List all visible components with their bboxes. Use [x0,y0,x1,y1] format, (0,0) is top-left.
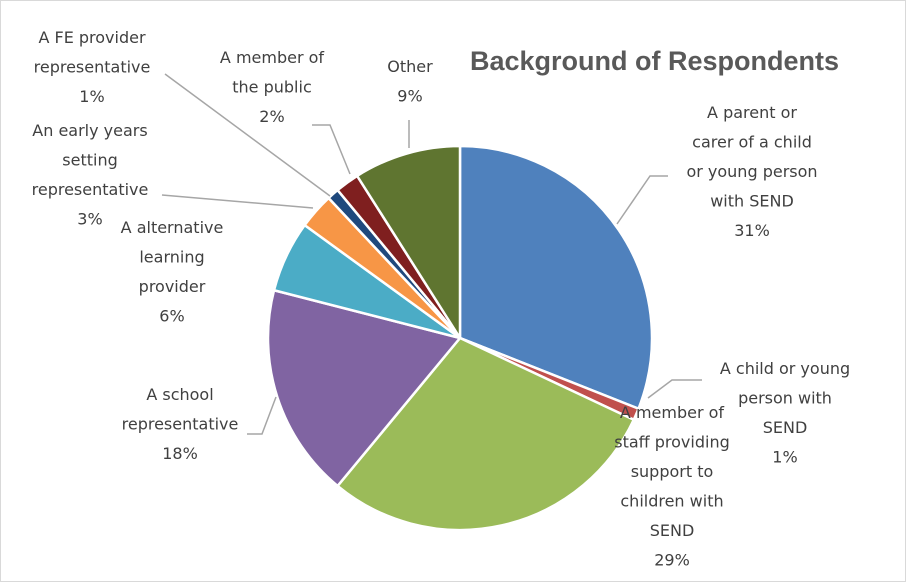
slice-label-line: or young person [686,162,817,181]
slice-label-line: 2% [259,107,284,126]
slice-label-line: representative [32,180,149,199]
slice-label-line: A member of [220,48,325,67]
slice-label-line: the public [232,78,311,97]
slice-label-line: 31% [734,221,770,240]
slice-label-line: representative [34,58,151,77]
slice-label-line: 9% [397,87,422,106]
slice-label-line: An early years [32,121,147,140]
slice-label-line: Other [387,57,433,76]
leader-line [247,396,277,435]
leader-line [161,194,314,209]
pie-slice [458,144,654,410]
slice-label-line: 18% [162,444,198,463]
data-labels: A parent or carer of a child or young pers… [32,28,850,570]
slice-label-line: provider [139,277,206,296]
chart-title: Background of Respondents [470,46,839,76]
slice-label-line: representative [122,415,239,434]
slice-label: A school representative 18% [122,385,239,463]
pie-slice [355,144,462,340]
slice-label-line: A alternative [121,218,224,237]
pie-slices [266,144,654,532]
slice-label-line: SEND [763,418,808,437]
slice-label: A member of the public 2% [220,48,325,126]
slice-label: A child or young person with SEND 1% [720,359,850,467]
slice-label: A FE provider representative 1% [34,28,151,106]
leader-lines [161,73,702,435]
pie-slice [336,336,635,532]
leader-line [647,379,702,399]
slice-label-line: 29% [654,551,690,570]
slice-label-line: staff providing [614,433,730,452]
slice-label-line: 3% [77,210,102,229]
slice-label-line: A FE provider [38,28,146,47]
slice-label: A parent or carer of a child or young pers… [686,103,817,240]
slice-label-line: A school [146,385,213,404]
slice-label-line: setting [62,151,117,170]
leader-line [312,124,351,175]
slice-label: A alternative learning provider 6% [121,218,224,326]
slice-label-line: 1% [772,448,797,467]
leader-line [616,175,668,225]
slice-label-line: A child or young [720,359,850,378]
slice-label: An early years setting representative 3% [32,121,149,229]
slice-label-line: 1% [79,87,104,106]
slice-label-line: A member of [620,403,725,422]
slice-label: Other 9% [387,57,433,106]
pie-slice [266,289,462,488]
leader-line [164,73,331,197]
slice-label-line: support to [631,462,714,481]
slice-label-line: A parent or [707,103,797,122]
slice-label-line: person with [738,389,832,408]
slice-label-line: 6% [159,307,184,326]
slice-label: A member of staff providing support to chil… [614,403,730,570]
slice-label-line: with SEND [710,192,794,211]
slice-label-line: carer of a child [692,133,812,152]
slice-label-line: SEND [650,521,695,540]
slice-label-line: learning [139,248,204,267]
slice-label-line: children with [620,492,723,511]
